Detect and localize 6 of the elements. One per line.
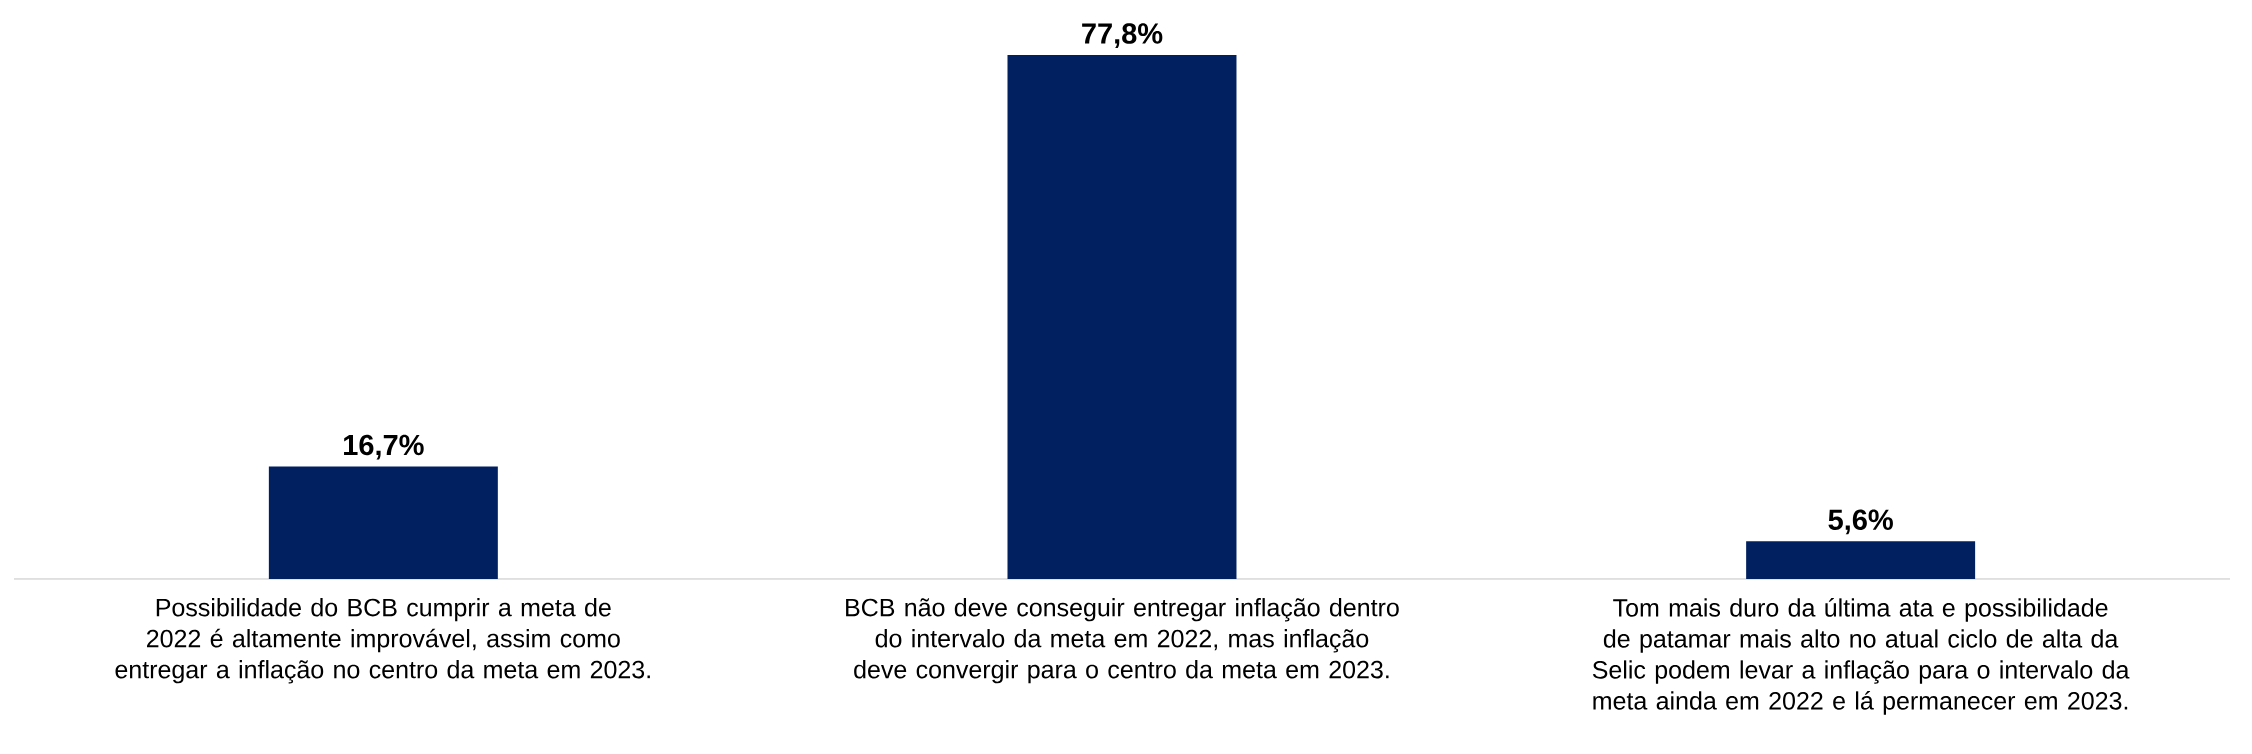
data-label: 77,8% [1082, 23, 1163, 48]
data-label: 5,6% [1828, 509, 1893, 535]
x-tick-label: Tom mais duro da última ata e possibilidade de patamar mais alto no atual ciclo de alta da Selic podem levar a inflação para o intervalo da meta ainda em 2022 e lá permanecer em 2023. [1592, 598, 2130, 715]
x-tick-label: BCB não deve conseguir entregar inflação dentro do intervalo da meta em 2022, mas inflação deve convergir para o centro da meta em 2023. [846, 598, 1399, 684]
data-label: 16,7% [344, 434, 424, 460]
x-tick-label: Possibilidade do BCB cumprir a meta de 2022 é altamente improvável, assim como entregar a inflação no centro da meta em 2023. [115, 598, 650, 684]
